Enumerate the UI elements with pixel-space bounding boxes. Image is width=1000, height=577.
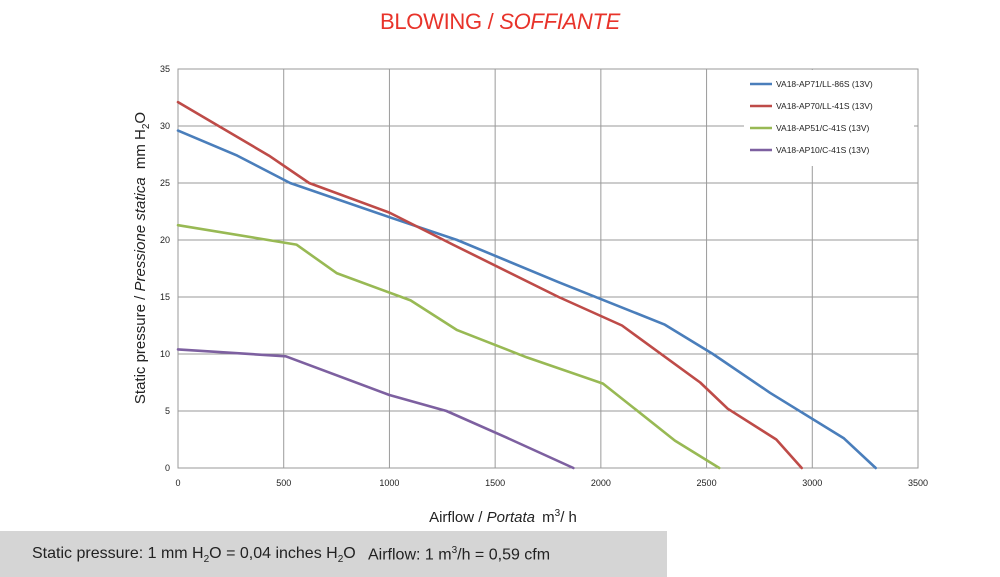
series-line-2 (176, 100, 804, 470)
x-axis-label-unit-end: / h (560, 509, 577, 526)
y-axis-label-italic: Pressione statica (132, 177, 149, 291)
y-tick-label: 35 (160, 64, 170, 74)
conversion-footer: Static pressure: 1 mm H2O = 0,04 inches … (0, 531, 667, 577)
legend-label-3: VA18-AP51/C-41S (13V) (776, 123, 870, 133)
x-tick-label: 2000 (591, 478, 611, 488)
line-chart: 0 500 1000 1500 2000 2500 3000 3500 0 5 10 15 20 25 3… (132, 64, 928, 526)
x-tick-label: 1000 (379, 478, 399, 488)
series-line-3 (176, 223, 721, 470)
y-tick-label: 25 (160, 178, 170, 188)
legend-box (744, 70, 914, 166)
x-axis-label-plain: Airflow / (429, 509, 483, 526)
legend-label-1: VA18-AP71/LL-86S (13V) (776, 79, 873, 89)
x-axis-label-italic: Portata (487, 509, 535, 526)
title-separator: / (481, 9, 500, 34)
x-tick-label: 3000 (802, 478, 822, 488)
x-tick-label: 2500 (697, 478, 717, 488)
x-tick-label: 500 (276, 478, 291, 488)
y-axis-label-sub: 2 (141, 123, 152, 129)
title-italic: SOFFIANTE (499, 9, 620, 34)
y-tick-label: 15 (160, 292, 170, 302)
x-tick-label: 1500 (485, 478, 505, 488)
y-tick-label: 0 (165, 463, 170, 473)
series-line-4 (176, 348, 575, 470)
y-tick-label: 30 (160, 121, 170, 131)
y-axis-label-plain: Static pressure / (132, 295, 149, 404)
pressure-conversion-b: O = 0,04 inches H (209, 545, 338, 562)
chart-title: BLOWING / SOFFIANTE (0, 9, 1000, 35)
pressure-conversion-sub2: 2 (337, 554, 344, 566)
pressure-conversion-sub1: 2 (203, 554, 210, 566)
title-main: BLOWING (380, 9, 482, 34)
legend-label-4: VA18-AP10/C-41S (13V) (776, 145, 870, 155)
pressure-conversion-a: Static pressure: 1 mm H (32, 545, 204, 562)
y-axis-label-unit: mm H (132, 129, 149, 169)
x-axis-label: Airflow / Portata m3/ h (429, 508, 577, 526)
legend-label-2: VA18-AP70/LL-41S (13V) (776, 101, 873, 111)
x-axis-label-unit: m (542, 509, 555, 526)
x-tick-label: 3500 (908, 478, 928, 488)
x-axis-label-sup: 3 (555, 508, 561, 519)
x-tick-label: 0 (175, 478, 180, 488)
y-tick-label: 20 (160, 235, 170, 245)
pressure-conversion: Static pressure: 1 mm H2O = 0,04 inches … (32, 545, 356, 565)
airflow-conversion-sup: 3 (451, 545, 458, 556)
pressure-conversion-c: O (343, 545, 356, 562)
y-tick-label: 5 (165, 406, 170, 416)
airflow-conversion-b: /h = 0,59 cfm (457, 546, 551, 564)
y-axis-label-unit-end: O (132, 112, 149, 124)
airflow-conversion-a: Airflow: 1 m (368, 546, 452, 564)
series-line-1 (176, 129, 878, 470)
y-axis-label: Static pressure / Pressione statica mm H… (132, 112, 152, 404)
y-tick-label: 10 (160, 349, 170, 359)
plot-area (177, 68, 919, 469)
airflow-conversion: Airflow: 1 m3/h = 0,59 cfm (368, 545, 550, 564)
